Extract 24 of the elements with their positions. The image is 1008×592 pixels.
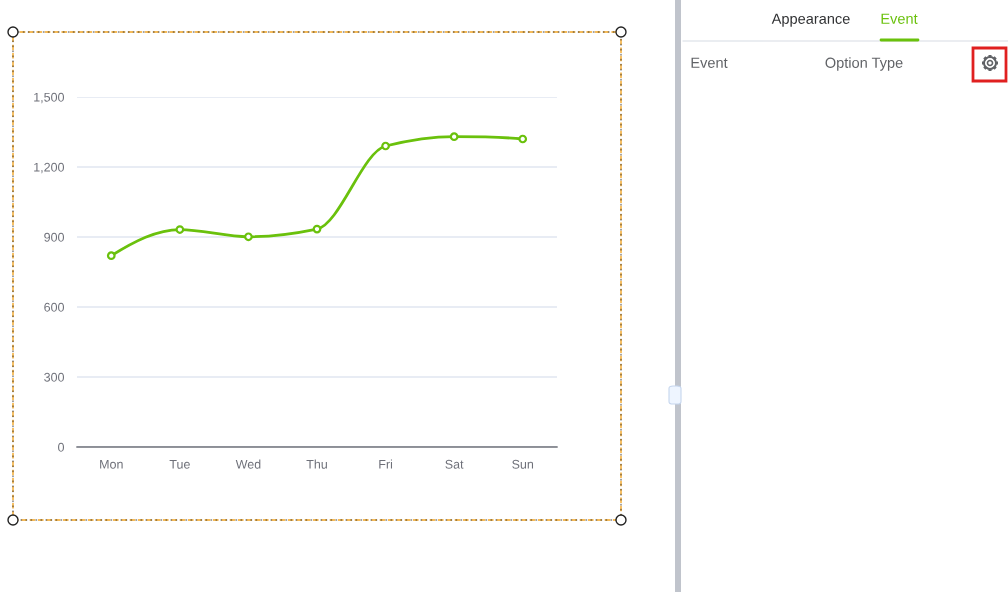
x-tick-label: Thu (306, 459, 327, 469)
y-tick-label: 600 (44, 302, 65, 312)
x-tick-label: Mon (100, 459, 123, 469)
x-tick-label: Sun (512, 459, 534, 469)
y-tick-label: 300 (44, 372, 65, 382)
point (175, 225, 185, 234)
text: Option Type (825, 57, 903, 71)
y-tick-label: 0 (58, 442, 65, 452)
x-tick-label: Fri (379, 459, 393, 469)
text: Event (691, 57, 728, 68)
y-tick-label: 1,200 (34, 162, 65, 174)
x-tick-label: Wed (235, 459, 261, 469)
text: Appearance (771, 13, 850, 27)
x-tick-label: Sat (445, 459, 464, 469)
y-tick-label: 1,500 (34, 92, 65, 104)
y-tick-label: 900 (44, 232, 65, 242)
point (106, 251, 116, 261)
point (244, 232, 253, 242)
x-tick-label: Tue (169, 459, 190, 469)
point (312, 224, 322, 234)
text: Event (881, 13, 918, 24)
point (381, 141, 390, 151)
point (449, 132, 459, 142)
point (518, 134, 528, 144)
